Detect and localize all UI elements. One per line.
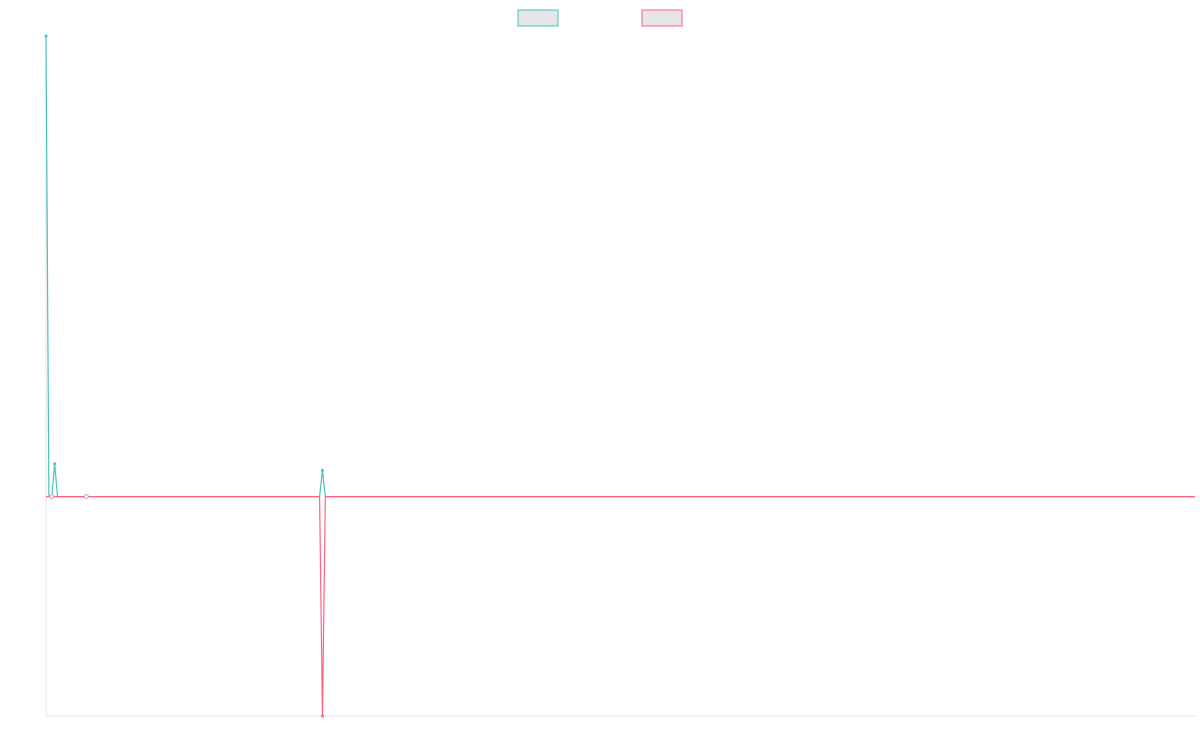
data-point bbox=[53, 462, 57, 466]
legend-item[interactable] bbox=[641, 9, 683, 27]
data-point bbox=[320, 714, 324, 718]
series-line-2 bbox=[46, 496, 1195, 717]
data-point bbox=[44, 34, 48, 38]
axes bbox=[45, 36, 1195, 717]
legend-item[interactable] bbox=[517, 9, 559, 27]
series-line-1 bbox=[45, 35, 1195, 498]
legend-swatch bbox=[517, 9, 559, 27]
baseline-marker bbox=[83, 494, 89, 500]
legend-swatch bbox=[641, 9, 683, 27]
baseline-marker bbox=[49, 494, 55, 500]
point-layer bbox=[44, 34, 324, 718]
series-layer bbox=[45, 35, 1195, 717]
data-point bbox=[320, 468, 324, 472]
legend bbox=[517, 9, 683, 27]
